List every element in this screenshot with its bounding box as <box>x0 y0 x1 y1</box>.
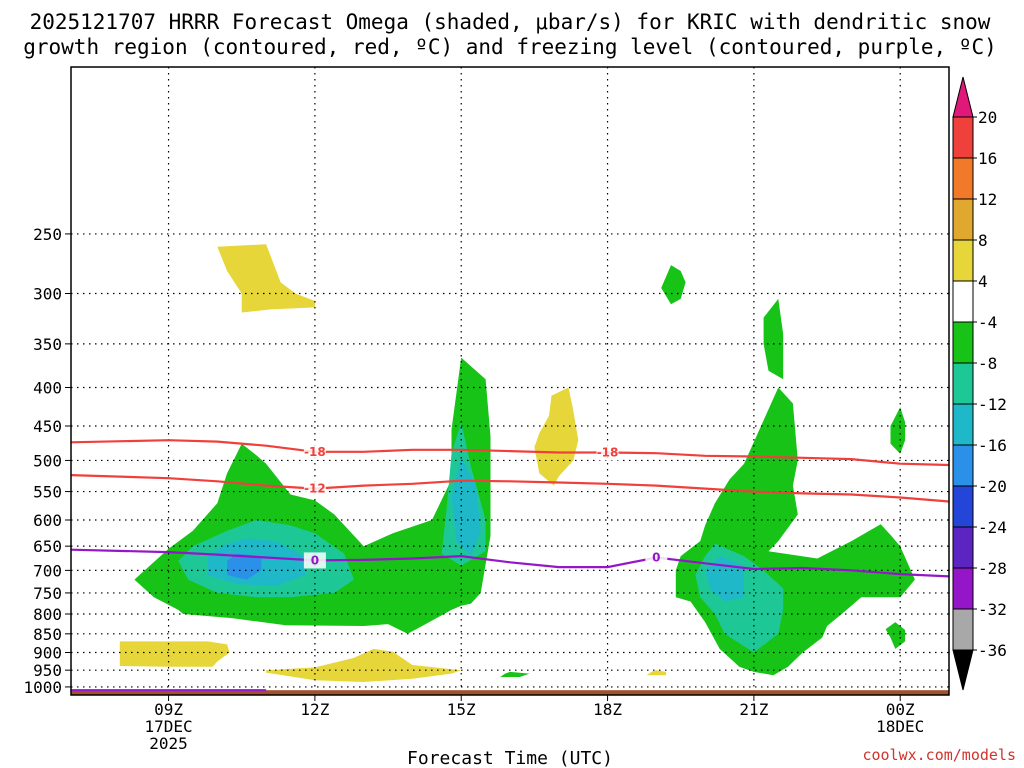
colorbar-label-12: -32 <box>978 600 1007 619</box>
contour-label-bg-2-0 <box>303 552 326 569</box>
contour-line-1 <box>71 474 949 503</box>
omega-region-4-0 <box>217 244 315 313</box>
y-tick-label-650: 650 <box>33 537 62 556</box>
omega-colorbar: 20 16 12 8 4 -4 -8 -12 -16 -20 -24 -28 -32 -36 <box>952 76 1007 691</box>
colorbar-label-8: -16 <box>978 436 1007 455</box>
x-tick-label-12-0: 12Z <box>300 700 329 719</box>
contour-line-2 <box>71 548 949 578</box>
colorbar-top-arrow <box>952 76 974 118</box>
colorbar-bin-12 <box>952 567 974 610</box>
y-tick-label-1000: 1000 <box>23 678 62 697</box>
shaded-omega-layer <box>119 244 915 682</box>
colorbar-bin-8 <box>952 403 974 446</box>
colorbar-label-6: -8 <box>978 354 997 373</box>
contour-line-0 <box>71 439 949 467</box>
omega-region--4-10 <box>890 407 906 454</box>
colorbar-bin-11 <box>952 526 974 569</box>
y-tick-label-850: 850 <box>33 625 62 644</box>
x-tick-label-24-0: 00Z <box>886 700 915 719</box>
colorbar-bottom-arrow <box>952 649 974 691</box>
y-tick-label-600: 600 <box>33 511 62 530</box>
contour-label-bg-0-0 <box>303 443 326 460</box>
colorbar-label-5: -4 <box>978 313 997 332</box>
contour-label-0-1: -18 <box>597 445 619 459</box>
plot-frame <box>70 66 950 696</box>
y-tick-label-550: 550 <box>33 483 62 502</box>
colorbar-bin-9 <box>952 444 974 487</box>
colorbar-label-1: 16 <box>978 149 997 168</box>
y-tick-label-350: 350 <box>33 335 62 354</box>
colorbar-label-7: -12 <box>978 395 1007 414</box>
contour-label-bg-0-1 <box>596 444 619 461</box>
colorbar-label-2: 12 <box>978 190 997 209</box>
colorbar-bin-3 <box>952 198 974 241</box>
omega-region-4-3 <box>534 387 579 486</box>
y-tick-label-900: 900 <box>33 644 62 663</box>
y-tick-label-250: 250 <box>33 225 62 244</box>
x-axis-title: Forecast Time (UTC) <box>407 748 613 768</box>
contour-label-2-1: 0 <box>652 551 660 565</box>
contour-label-bg-2-1 <box>645 549 668 566</box>
colorbar-bin-10 <box>952 485 974 528</box>
omega-region--4-11 <box>885 622 906 649</box>
chart-title-line-2: growth region (contoured, red, ºC) and f… <box>23 35 997 59</box>
y-tick-label-400: 400 <box>33 379 62 398</box>
x-tick-label-21-0: 21Z <box>739 700 768 719</box>
ground-layer <box>71 689 949 695</box>
dotted-pressure-grid <box>71 67 949 695</box>
x-tick-label-9-0: 09Z <box>154 700 183 719</box>
colorbar-label-9: -20 <box>978 477 1007 496</box>
colorbar-label-4: 4 <box>978 272 988 291</box>
x-tick-label-15-0: 15Z <box>447 700 476 719</box>
x-tick-label-9-2: 2025 <box>149 734 188 753</box>
contour-label-1-0: -12 <box>304 482 326 496</box>
credit-text: coolwx.com/models <box>862 746 1016 764</box>
omega-region--4-9 <box>661 265 686 305</box>
colorbar-bin-1 <box>952 116 974 159</box>
contour-label-2-0: 0 <box>311 553 319 567</box>
chart-title-line-1: 2025121707 HRRR Forecast Omega (shaded, … <box>30 10 991 34</box>
colorbar-bin-13 <box>952 608 974 651</box>
y-tick-label-950: 950 <box>33 661 62 680</box>
y-tick-label-800: 800 <box>33 605 62 624</box>
colorbar-label-10: -24 <box>978 518 1007 537</box>
colorbar-bin-4 <box>952 239 974 282</box>
y-tick-label-300: 300 <box>33 285 62 304</box>
colorbar-bin-7 <box>952 362 974 405</box>
pressure-axis: 2503003504004505005506006507007508008509… <box>23 225 71 697</box>
colorbar-bin-2 <box>952 157 974 200</box>
omega-region-4-1 <box>119 641 230 667</box>
colorbar-label-13: -36 <box>978 641 1007 660</box>
y-tick-label-500: 500 <box>33 451 62 470</box>
ground-surface <box>71 690 949 695</box>
x-tick-label-18-0: 18Z <box>593 700 622 719</box>
omega-region--4-8 <box>763 298 784 380</box>
y-tick-label-750: 750 <box>33 584 62 603</box>
omega-region--16-19 <box>227 553 262 580</box>
omega-region--4-12 <box>500 671 530 677</box>
colorbar-label-11: -28 <box>978 559 1007 578</box>
x-tick-label-24-1: 18DEC <box>876 717 924 736</box>
contour-label-bg-1-0 <box>303 480 326 497</box>
y-tick-label-700: 700 <box>33 561 62 580</box>
colorbar-bin-5 <box>952 280 974 323</box>
contour-label-0-0: -18 <box>304 445 326 459</box>
contour-lines-layer: -18 -18 -12 0 0 <box>71 439 949 578</box>
colorbar-bin-6 <box>952 321 974 364</box>
colorbar-label-0: 20 <box>978 108 997 127</box>
colorbar-label-3: 8 <box>978 231 988 250</box>
y-tick-label-450: 450 <box>33 417 62 436</box>
x-tick-label-9-1: 17DEC <box>144 717 192 736</box>
omega-region-4-4 <box>646 670 667 676</box>
